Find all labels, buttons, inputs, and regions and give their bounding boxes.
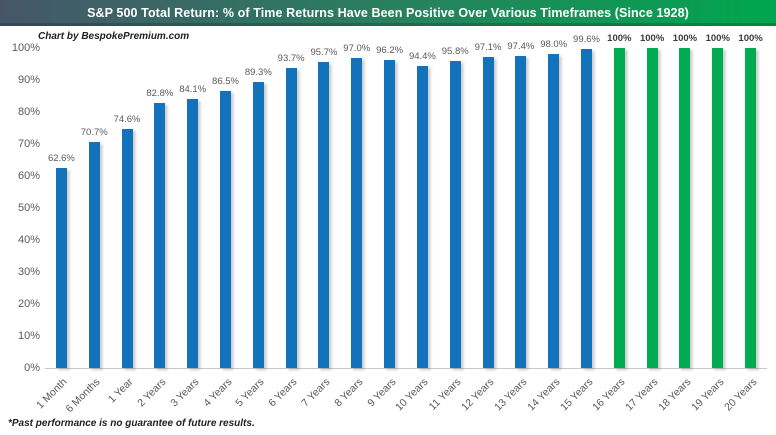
bar-value-label: 97.4% [507, 41, 535, 53]
bar-value-label: 96.2% [376, 45, 404, 57]
footnote-disclaimer: *Past performance is no guarantee of fut… [8, 418, 255, 429]
bar [318, 61, 330, 368]
bar [220, 91, 231, 368]
bar [482, 57, 494, 368]
bar-value-label: 62.6% [47, 152, 75, 164]
bar [712, 48, 724, 368]
bar [351, 57, 363, 368]
bar [187, 98, 199, 368]
bar-value-label: 86.5% [212, 76, 239, 88]
y-tick-label: 50% [17, 201, 40, 214]
bar [745, 48, 757, 368]
y-tick-label: 30% [17, 265, 40, 278]
bar [548, 54, 560, 368]
bar-value-label: 100% [607, 33, 632, 44]
bar-value-label: 70.7% [80, 126, 108, 138]
bar-value-label: 100% [705, 33, 730, 44]
bar-value-label: 97.1% [474, 42, 502, 54]
y-tick-label: 90% [17, 73, 40, 86]
bar-value-label: 97.0% [343, 42, 371, 54]
bar-value-label: 82.8% [146, 88, 174, 100]
bar [581, 49, 592, 368]
bar [449, 61, 461, 368]
bar-value-label: 98.0% [540, 39, 568, 51]
bar-value-label: 100% [738, 33, 763, 44]
bar [285, 68, 297, 368]
bar [154, 103, 166, 368]
bar [679, 48, 691, 368]
bar [121, 129, 133, 368]
plot-area: 62.6% 70.7% 74.6% 82.8% 84.1% 86.5% 89.3% 93.7%… [45, 33, 767, 369]
bar-value-label: 74.6% [113, 114, 141, 126]
bar-value-label: 93.7% [277, 53, 305, 65]
bar [416, 65, 428, 368]
bar-value-label: 95.7% [310, 46, 338, 58]
bar [515, 56, 527, 368]
bar-value-label: 99.6% [573, 34, 600, 46]
bar-value-label: 84.1% [179, 83, 207, 95]
bar-value-label: 100% [639, 33, 665, 44]
y-tick-label: 0% [24, 361, 40, 374]
bar-value-label: 94.4% [408, 50, 436, 62]
bar-value-label: 89.3% [244, 67, 272, 79]
chart-header-banner: S&P 500 Total Return: % of Time Returns … [0, 0, 776, 26]
bar [88, 141, 100, 368]
bar-value-label: 95.8% [441, 46, 469, 58]
bar [613, 48, 625, 368]
y-axis: 0% 10% 20% 30% 40% 50% 60% 70% 80% 90% 100% [0, 42, 40, 374]
y-tick-label: 100% [11, 41, 40, 54]
chart-title: S&P 500 Total Return: % of Time Returns … [87, 6, 689, 20]
bar [646, 48, 658, 368]
y-tick-label: 10% [17, 329, 40, 342]
y-tick-label: 80% [17, 105, 40, 118]
bar-value-label: 100% [672, 33, 698, 44]
y-tick-label: 40% [17, 233, 40, 246]
watermark-credit: Chart by BespokePremium.com [38, 31, 190, 42]
y-tick-label: 20% [17, 297, 40, 310]
bar [384, 60, 396, 368]
bar [55, 167, 67, 368]
y-tick-label: 60% [17, 169, 40, 182]
bar [252, 82, 264, 368]
y-tick-label: 70% [17, 137, 40, 150]
